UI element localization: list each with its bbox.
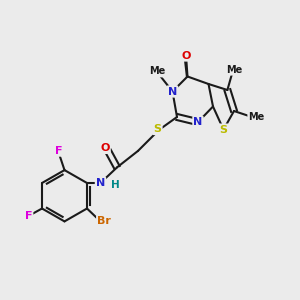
Text: O: O bbox=[100, 143, 110, 153]
Text: F: F bbox=[55, 146, 62, 156]
Text: N: N bbox=[96, 178, 105, 188]
Text: N: N bbox=[194, 117, 202, 127]
Text: Me: Me bbox=[226, 64, 242, 75]
Text: Br: Br bbox=[97, 216, 111, 226]
Text: N: N bbox=[168, 86, 177, 97]
Text: Me: Me bbox=[149, 66, 166, 76]
Text: F: F bbox=[25, 211, 32, 221]
Text: Me: Me bbox=[248, 112, 265, 122]
Text: S: S bbox=[154, 124, 161, 134]
Text: O: O bbox=[181, 50, 191, 61]
Text: S: S bbox=[220, 124, 227, 135]
Text: H: H bbox=[110, 179, 119, 190]
